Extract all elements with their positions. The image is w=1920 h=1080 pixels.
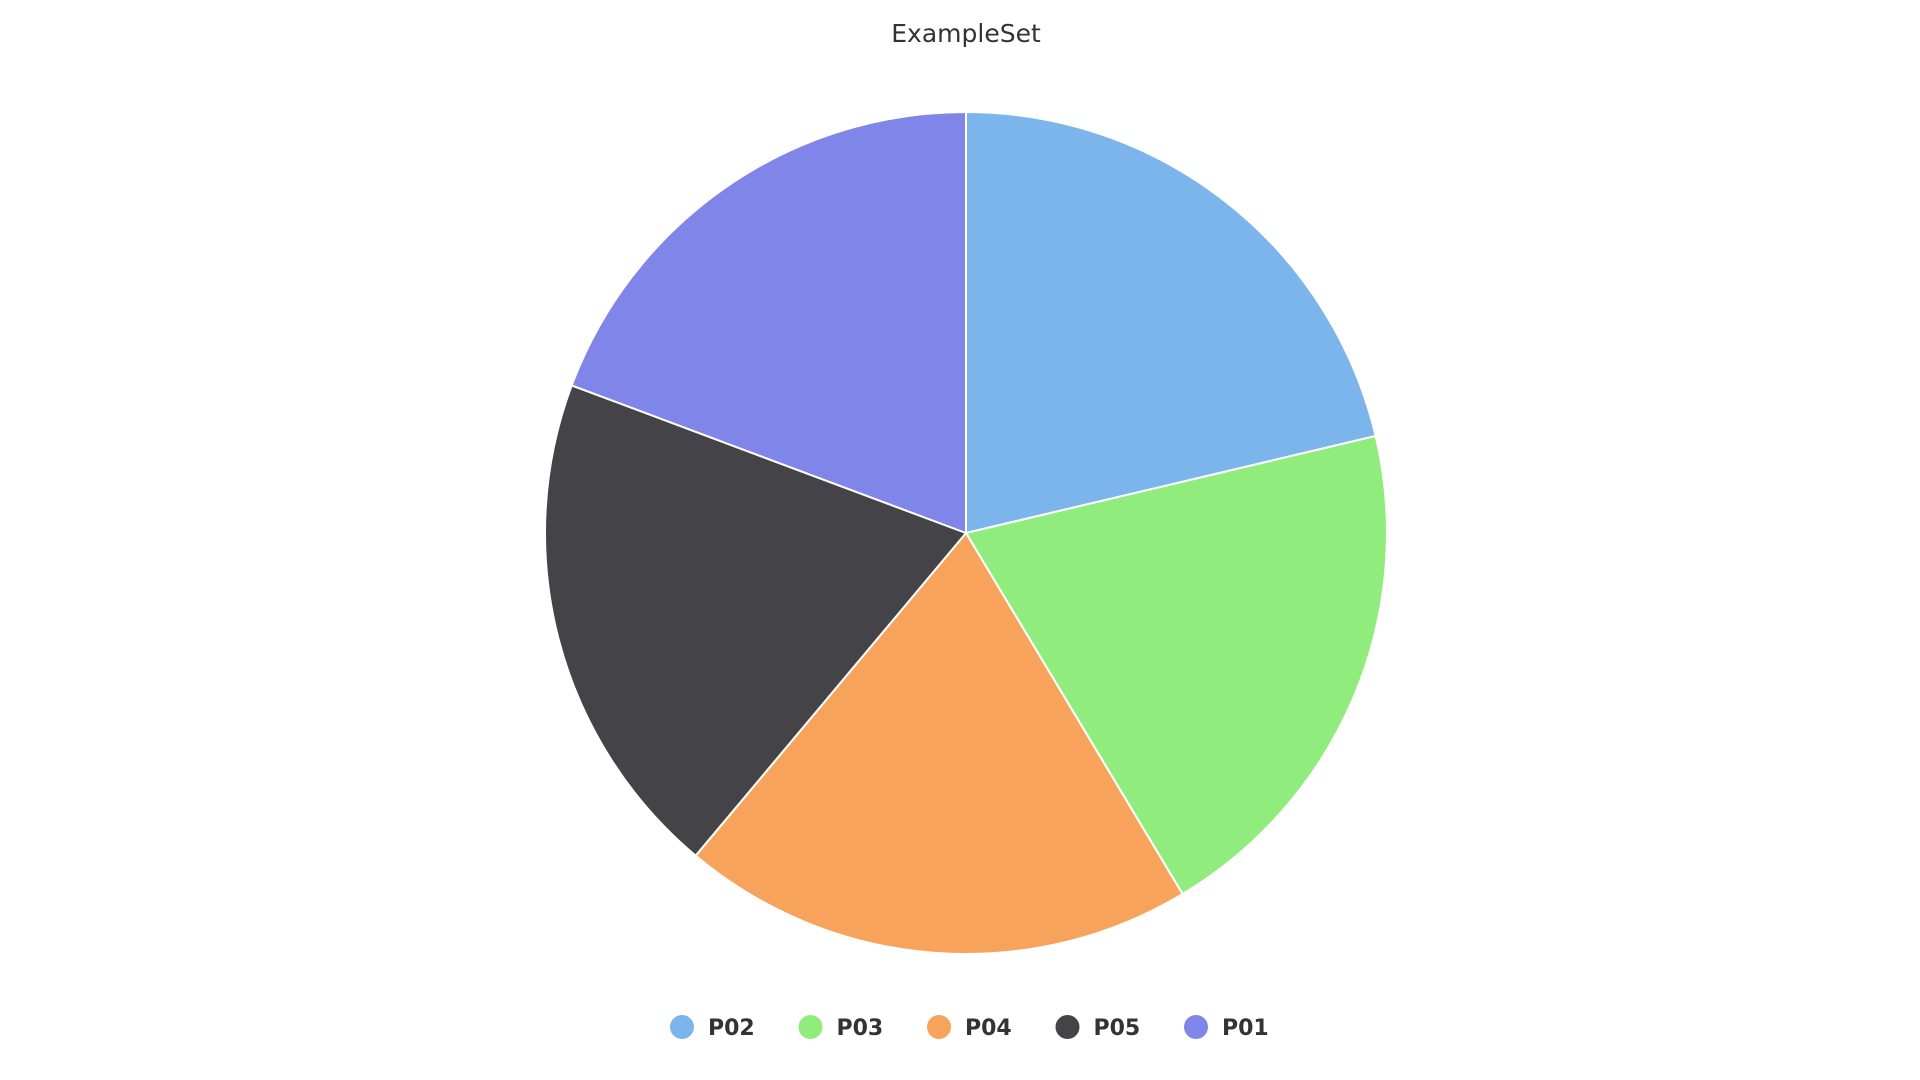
legend-label: P05: [1094, 1016, 1141, 1041]
legend-item-p03[interactable]: P03: [798, 1015, 884, 1041]
legend-marker: [1184, 1015, 1208, 1039]
legend-item-p04[interactable]: P04: [927, 1015, 1012, 1041]
legend-label: P04: [965, 1016, 1012, 1041]
pie-slice-p05[interactable]: [544, 384, 967, 857]
legend: P02 P03 P04 P05 P01: [670, 1015, 1269, 1041]
pie-slices: [544, 111, 1388, 955]
pie-slice-p01[interactable]: [570, 111, 967, 534]
legend-marker: [927, 1015, 951, 1039]
legend-item-p02[interactable]: P02: [670, 1015, 755, 1041]
pie-slice-p03[interactable]: [965, 435, 1388, 896]
legend-marker: [670, 1015, 694, 1039]
legend-label: P01: [1222, 1016, 1269, 1041]
legend-item-p05[interactable]: P05: [1055, 1015, 1141, 1041]
pie-slice-p04[interactable]: [694, 532, 1184, 955]
legend-marker: [798, 1015, 823, 1039]
chart-title: ExampleSet: [891, 19, 1041, 48]
legend-label: P02: [708, 1016, 755, 1041]
legend-item-p01[interactable]: P01: [1184, 1015, 1269, 1041]
pie-slice-p02[interactable]: [965, 111, 1377, 534]
legend-marker: [1055, 1015, 1080, 1039]
legend-label: P03: [837, 1016, 884, 1041]
